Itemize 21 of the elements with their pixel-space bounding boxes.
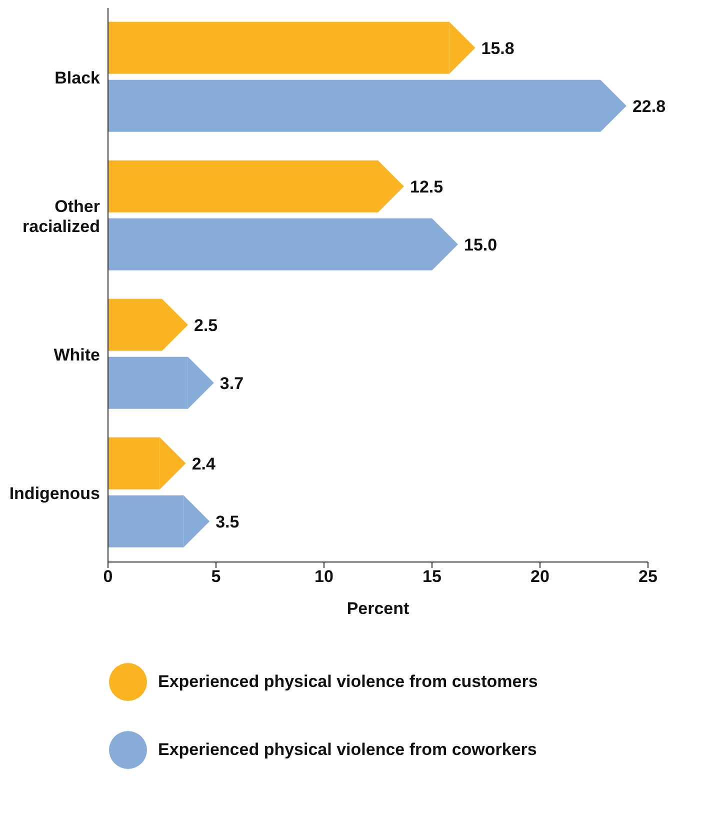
x-tick-label: 15 [422, 567, 442, 586]
y-tick-label: White [54, 345, 100, 364]
y-tick-label: Indigenous [9, 484, 100, 503]
legend-label: Experienced physical violence from coworkers [158, 740, 537, 760]
data-label: 22.8 [632, 96, 666, 116]
x-tick-label: 0 [103, 567, 113, 586]
data-label: 15.8 [481, 38, 514, 58]
data-label: 2.4 [192, 454, 216, 474]
data-label: 15.0 [464, 235, 498, 254]
x-tick-label: 5 [211, 567, 221, 586]
data-label: 12.5 [410, 177, 444, 196]
x-tick-label: 10 [314, 567, 334, 586]
data-label: 2.5 [194, 316, 218, 335]
x-tick-label: 25 [638, 567, 658, 586]
data-label: 3.7 [220, 374, 244, 393]
x-tick-label: 20 [530, 567, 550, 586]
x-axis-title: Percent [346, 599, 410, 618]
y-tick-label: Black [54, 68, 101, 88]
data-label: 3.5 [216, 512, 240, 532]
y-tick-label: Other racialized [22, 196, 100, 236]
legend-label: Experienced physical violence from customers [158, 672, 538, 692]
